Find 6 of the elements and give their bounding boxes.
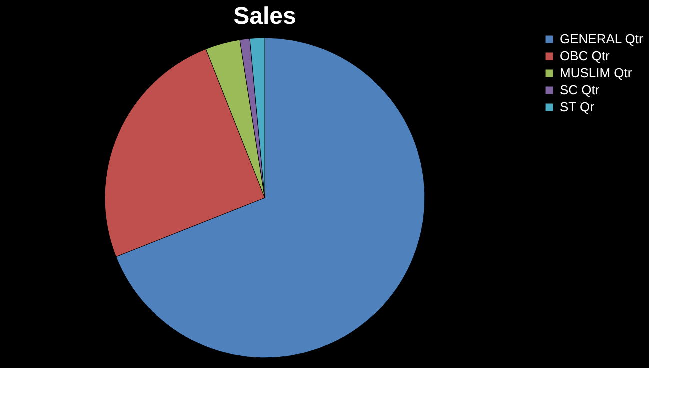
legend-label: ST Qr (560, 100, 596, 114)
legend-label: SC Qtr (560, 82, 600, 98)
legend-label: MUSLIM Qtr (560, 66, 633, 80)
chart-title: Sales (234, 3, 296, 30)
legend-label: OBC Qtr (560, 48, 611, 64)
legend-label: GENERAL Qtr (560, 32, 644, 46)
